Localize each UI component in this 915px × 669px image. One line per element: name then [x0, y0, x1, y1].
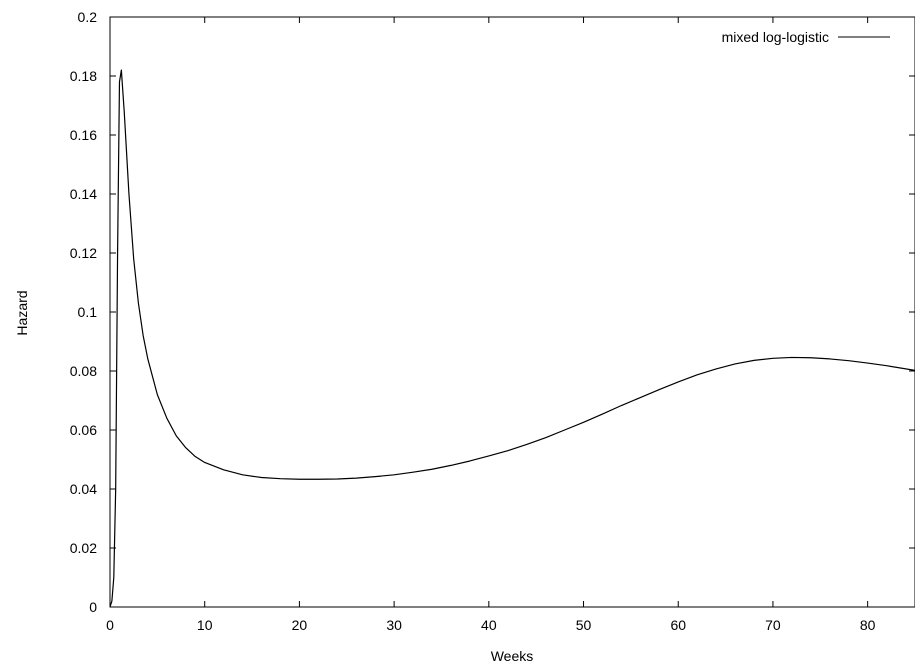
x-tick-label: 20: [292, 617, 308, 633]
y-tick-label: 0.18: [70, 68, 97, 84]
x-tick-label: 10: [197, 617, 213, 633]
y-tick-label: 0.08: [70, 363, 97, 379]
x-tick-label: 30: [386, 617, 402, 633]
y-tick-label: 0.14: [70, 186, 97, 202]
x-tick-label: 70: [765, 617, 781, 633]
x-tick-label: 50: [576, 617, 592, 633]
x-axis-title: Weeks: [491, 648, 534, 664]
y-tick-label: 0.12: [70, 245, 97, 261]
plot-frame: [109, 16, 915, 608]
x-tick-label: 60: [670, 617, 686, 633]
y-tick-label: 0.04: [70, 481, 97, 497]
y-tick-label: 0.06: [70, 422, 97, 438]
series-line-mixed-log-logistic: [109, 69, 915, 608]
y-tick-label: 0.02: [70, 540, 97, 556]
y-tick-label: 0: [89, 599, 97, 615]
legend: mixed log-logistic: [722, 29, 890, 45]
x-tick-label: 0: [106, 617, 114, 633]
y-tick-label: 0.16: [70, 127, 97, 143]
x-tick-label: 40: [481, 617, 497, 633]
axis-ticks: [109, 16, 915, 608]
tick-labels: 0 10 20 30 40 50 60 70 80 0 0.02 0.04 0.06 0.08 0.1 0.1…: [70, 9, 876, 633]
y-tick-label: 0.2: [78, 9, 98, 25]
y-axis-title: Hazard: [14, 290, 30, 335]
series-group: [109, 69, 915, 608]
y-tick-label: 0.1: [78, 304, 98, 320]
x-tick-label: 80: [860, 617, 876, 633]
legend-label: mixed log-logistic: [722, 29, 829, 45]
